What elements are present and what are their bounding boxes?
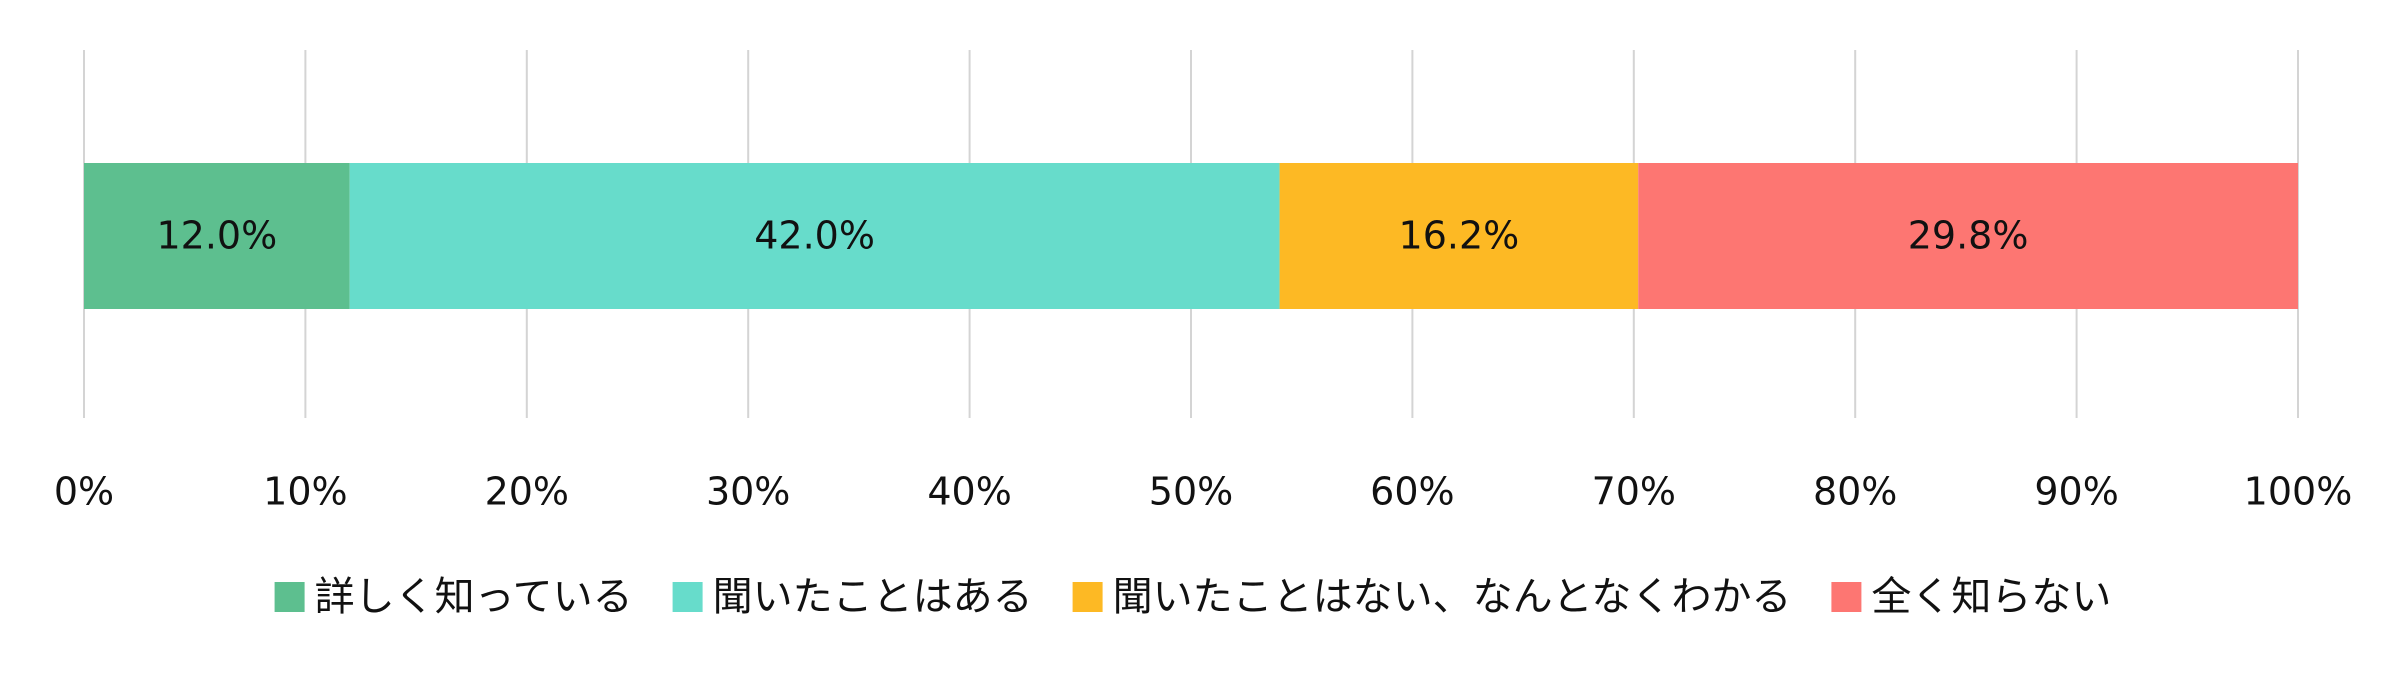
legend-label: 全く知らない [1871,574,2111,620]
legend-swatch [1072,582,1103,612]
legend-swatch [672,582,703,612]
x-tick-label: 0% [54,470,114,514]
x-tick-label: 70% [1592,470,1676,514]
bar-segment [1638,163,2298,309]
data-label: 12.0% [156,214,277,258]
x-tick-label: 80% [1813,470,1897,514]
legend-label: 詳しく知っている [315,574,633,620]
x-tick-label: 60% [1370,470,1454,514]
data-label: 29.8% [1908,214,2029,258]
x-tick-label: 100% [2244,470,2353,514]
legend-swatch [1831,582,1862,612]
bar-segment [349,163,1280,309]
legend-item: 聞いたことはない、なんとなくわかる [1072,574,1792,620]
x-tick-label: 50% [1149,470,1233,514]
legend-item: 詳しく知っている [274,574,633,620]
x-tick-label: 20% [485,470,569,514]
bar-segment [1279,163,1639,309]
legend-item: 聞いたことはある [672,574,1033,620]
bar-segment [84,163,350,309]
legend-label: 聞いたことはある [713,574,1033,620]
data-label: 16.2% [1399,214,1520,258]
x-tick-label: 30% [706,470,790,514]
x-tick-label: 90% [2034,470,2118,514]
legend-label: 聞いたことはない、なんとなくわかる [1113,574,1792,620]
legend-item: 全く知らない [1831,574,2111,620]
data-label: 42.0% [754,214,875,258]
x-tick-label: 40% [927,470,1011,514]
legend: 詳しく知っている 聞いたことはある 聞いたことはない、なんとなくわかる 全く知らない [274,574,2111,620]
legend-swatch [274,582,305,612]
x-tick-label: 10% [263,470,347,514]
